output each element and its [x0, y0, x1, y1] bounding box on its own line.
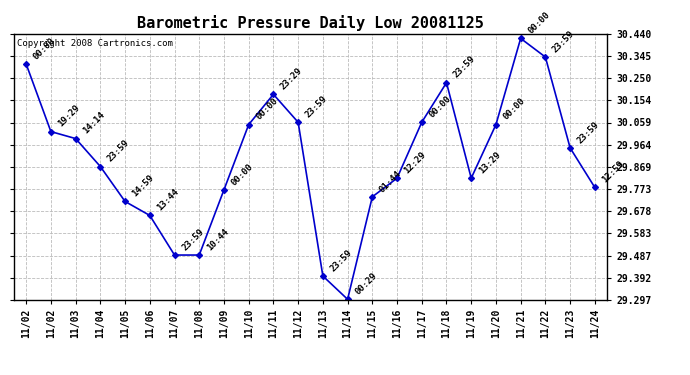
Text: 23:59: 23:59: [328, 248, 354, 273]
Text: 13:44: 13:44: [155, 187, 181, 213]
Text: 12:59: 12:59: [600, 159, 626, 185]
Text: 00:00: 00:00: [254, 96, 279, 122]
Text: 00:29: 00:29: [353, 271, 379, 297]
Text: 23:59: 23:59: [452, 54, 477, 80]
Text: 23:29: 23:29: [279, 66, 304, 92]
Text: 23:59: 23:59: [304, 94, 329, 120]
Text: 00:00: 00:00: [502, 96, 527, 122]
Text: 00:00: 00:00: [427, 94, 453, 120]
Text: Copyright 2008 Cartronics.com: Copyright 2008 Cartronics.com: [17, 39, 172, 48]
Text: 00:00: 00:00: [230, 162, 255, 187]
Text: 14:14: 14:14: [81, 110, 106, 136]
Title: Barometric Pressure Daily Low 20081125: Barometric Pressure Daily Low 20081125: [137, 15, 484, 31]
Text: 00:00: 00:00: [526, 10, 551, 36]
Text: 23:59: 23:59: [551, 29, 576, 54]
Text: 23:59: 23:59: [180, 227, 206, 252]
Text: 19:29: 19:29: [57, 104, 82, 129]
Text: 14:59: 14:59: [130, 173, 156, 199]
Text: 01:44: 01:44: [378, 169, 403, 194]
Text: 12:29: 12:29: [402, 150, 428, 176]
Text: 13:29: 13:29: [477, 150, 502, 176]
Text: 23:59: 23:59: [575, 120, 601, 145]
Text: 23:59: 23:59: [106, 138, 131, 164]
Text: 00:00: 00:00: [32, 36, 57, 61]
Text: 10:44: 10:44: [205, 227, 230, 252]
